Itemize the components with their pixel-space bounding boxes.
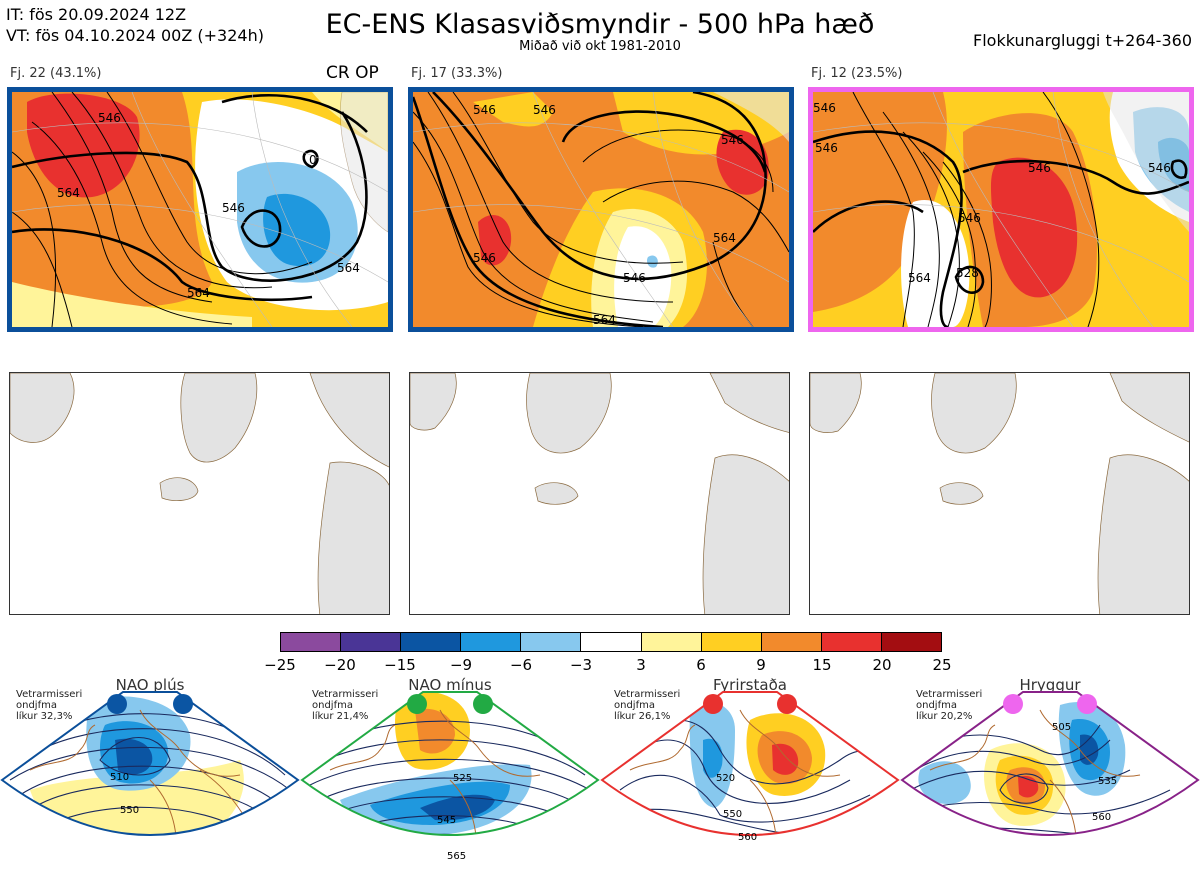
regime-title: NAO plús xyxy=(115,676,185,694)
cluster-1-contour-label: 564 xyxy=(187,286,210,300)
regime-title: NAO mínus xyxy=(408,676,492,694)
colorbar-tick: −3 xyxy=(569,656,593,674)
regime-2-contour-label: 545 xyxy=(437,815,456,826)
cluster-3-label: Fj. 12 (23.5%) xyxy=(811,66,903,81)
cluster-3-contour-label: 528 xyxy=(956,266,979,280)
colorbar-tick: −15 xyxy=(384,656,416,674)
basemap-1-land xyxy=(10,373,389,614)
regime-4-contour-label: 535 xyxy=(1098,776,1117,787)
regime-note: Vetrarmisseri ondjfma líkur 20,2% xyxy=(916,689,983,722)
cluster-2-contour-label: 546 xyxy=(721,133,744,147)
colorbar-tick: 15 xyxy=(812,656,832,674)
basemap-1 xyxy=(9,372,390,615)
run-info: IT: fös 20.09.2024 12Z VT: fös 04.10.202… xyxy=(6,4,264,46)
cluster-3-anomaly-field: 546 546 528 564 546 546 546 xyxy=(813,92,1189,327)
colorbar-tick: −6 xyxy=(509,656,533,674)
regime-4-contour-label: 560 xyxy=(1092,812,1111,823)
cluster-2-label: Fj. 17 (33.3%) xyxy=(411,66,503,81)
regime-title: Fyrirstaða xyxy=(713,676,787,694)
colorbar-tick: 25 xyxy=(932,656,952,674)
colorbar-swatch xyxy=(821,633,882,651)
regime-3-dot xyxy=(703,694,723,714)
cluster-1-label: Fj. 22 (43.1%) xyxy=(10,66,102,81)
colorbar-swatch xyxy=(341,633,402,651)
regime-4-map: 505 535 560 xyxy=(900,691,1200,836)
cluster-2-contour-label: 546 xyxy=(623,271,646,285)
colorbar-swatch xyxy=(401,633,462,651)
regime-1-contour-label: 550 xyxy=(120,805,139,816)
regime-note: Vetrarmisseri ondjfma líkur 26,1% xyxy=(614,689,681,722)
cluster-2-contour-label: 546 xyxy=(473,251,496,265)
cluster-1-map: 546 564 564 546 564 0 xyxy=(7,87,393,332)
cluster-2-contour-label: 564 xyxy=(593,313,616,327)
cluster-3-contour-label: 546 xyxy=(958,211,981,225)
regime-4-dot xyxy=(1077,694,1097,714)
regime-note: Vetrarmisseri ondjfma líkur 21,4% xyxy=(312,689,379,722)
regime-1-contour-label: 510 xyxy=(110,772,129,783)
colorbar-tick: 3 xyxy=(636,656,646,674)
cluster-1-op-label: CR OP xyxy=(326,63,379,83)
colorbar-tick: 9 xyxy=(756,656,766,674)
cluster-2-anomaly-field: 546 546 546 546 564 564 546 xyxy=(413,92,789,327)
cluster-3-map: 546 546 528 564 546 546 546 xyxy=(808,87,1194,332)
basemap-3 xyxy=(809,372,1190,615)
colorbar-swatch xyxy=(461,633,522,651)
regime-maps: 510 550 xyxy=(0,691,1200,862)
cluster-3-contour-label: 546 xyxy=(1028,161,1051,175)
regime-3-contour-label: 520 xyxy=(716,773,735,784)
page-title: EC-ENS Klasasviðsmyndir - 500 hPa hæð xyxy=(325,9,875,40)
cluster-1-contour-label: 0 xyxy=(309,153,317,167)
regime-2-dot xyxy=(473,694,493,714)
regime-2-contour-label: 525 xyxy=(453,773,472,784)
regime-1-dot xyxy=(173,694,193,714)
classification-window: Flokkunargluggi t+264-360 xyxy=(973,31,1192,50)
regime-1-map: 510 550 xyxy=(0,691,300,836)
cluster-1-contour-label: 546 xyxy=(98,111,121,125)
cluster-1-contour-label: 564 xyxy=(337,261,360,275)
basemap-2-land xyxy=(410,373,789,614)
colorbar-tick: 20 xyxy=(872,656,892,674)
colorbar-swatch xyxy=(521,633,582,651)
anomaly-colorbar xyxy=(280,632,942,652)
regime-3-dot xyxy=(777,694,797,714)
regime-note: Vetrarmisseri ondjfma líkur 32,3% xyxy=(16,689,83,722)
basemap-2 xyxy=(409,372,790,615)
cluster-1-contour-label: 546 xyxy=(222,201,245,215)
regime-3-contour-label: 550 xyxy=(723,809,742,820)
init-time: IT: fös 20.09.2024 12Z xyxy=(6,5,187,24)
regime-4-contour-label: 505 xyxy=(1052,722,1071,733)
cluster-3-contour-label: 564 xyxy=(908,271,931,285)
cluster-3-contour-label: 546 xyxy=(815,141,838,155)
regime-3-contour-label: 560 xyxy=(738,832,757,843)
regime-2-dot xyxy=(407,694,427,714)
basemap-3-land xyxy=(810,373,1189,614)
colorbar-swatch xyxy=(701,633,762,651)
regime-title: Hryggur xyxy=(1019,676,1081,694)
colorbar-swatch xyxy=(761,633,822,651)
regime-2-map: 525 545 565 xyxy=(300,691,600,862)
valid-time: VT: fös 04.10.2024 00Z (+324h) xyxy=(6,26,264,45)
colorbar-tick: −20 xyxy=(324,656,356,674)
colorbar-tick: 6 xyxy=(696,656,706,674)
cluster-1-contour-label: 564 xyxy=(57,186,80,200)
cluster-3-contour-label: 546 xyxy=(813,101,836,115)
colorbar-tick: −25 xyxy=(264,656,296,674)
cluster-3-contour-label: 546 xyxy=(1148,161,1171,175)
colorbar-swatch xyxy=(281,633,342,651)
regime-2-contour-label: 565 xyxy=(447,851,466,862)
cluster-1-anomaly-field: 546 564 564 546 564 0 xyxy=(12,92,388,327)
colorbar-tick: −9 xyxy=(449,656,473,674)
colorbar-swatch xyxy=(881,633,942,651)
cluster-2-contour-label: 564 xyxy=(713,231,736,245)
cluster-2-contour-label: 546 xyxy=(533,103,556,117)
regime-3-map: 520 550 560 xyxy=(600,691,900,843)
regime-1-dot xyxy=(107,694,127,714)
regime-4-dot xyxy=(1003,694,1023,714)
page-subtitle: Miðað við okt 1981-2010 xyxy=(519,39,681,54)
colorbar-swatch xyxy=(581,633,642,651)
colorbar-swatch xyxy=(641,633,702,651)
cluster-2-contour-label: 546 xyxy=(473,103,496,117)
cluster-2-map: 546 546 546 546 564 564 546 xyxy=(408,87,794,332)
